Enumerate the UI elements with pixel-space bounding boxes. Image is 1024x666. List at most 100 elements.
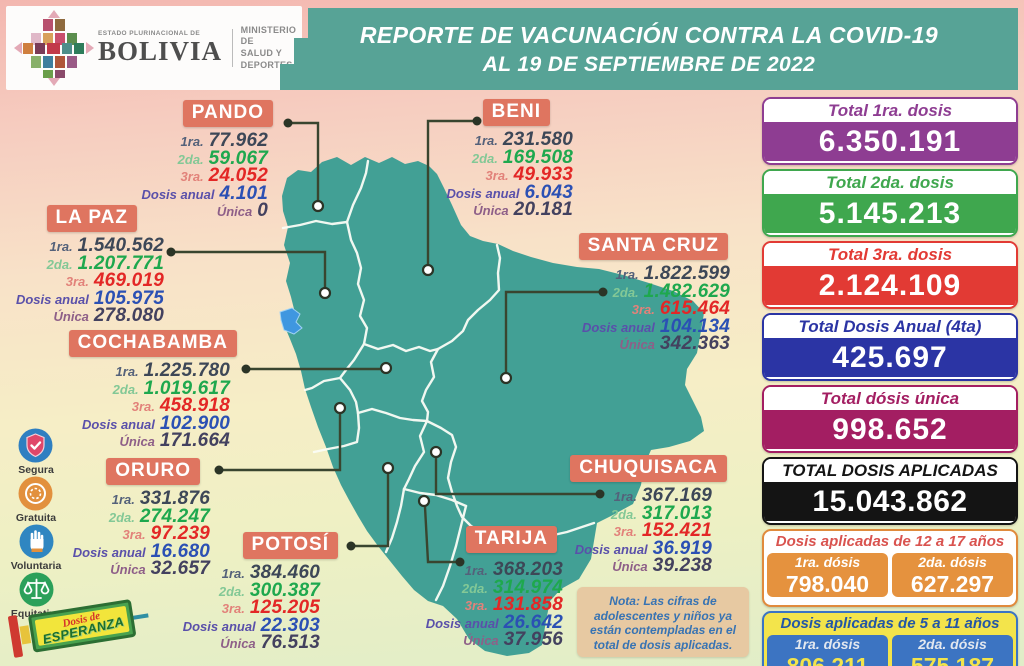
single-label: Única (110, 562, 146, 578)
dose1-label: 1ra. dósis (794, 636, 861, 652)
syringe-body: Dosis de ESPERANZA (27, 598, 137, 653)
dose1-value: 806.211 (786, 653, 869, 666)
dose-row: 2da. 274.247 (109, 506, 210, 527)
dose2-value: 300.387 (249, 579, 320, 601)
dose1-label: 1ra. (613, 489, 637, 504)
dose2-label: 2da. dósis (918, 554, 987, 570)
connector-tarija (423, 506, 460, 564)
balance-scales-icon (19, 572, 53, 607)
total-single-box: Total dósis única 998.652 (762, 385, 1018, 453)
dose-row: 1ra. 368.203 (465, 559, 563, 580)
header-logo-block: ESTADO PLURINACIONAL DE BOLIVIA MINISTER… (6, 6, 302, 90)
dose1-value: 384.460 (249, 562, 320, 583)
dose-row: Dosis anual 16.680 (72, 541, 210, 562)
dose-row: Dosis anual 4.101 (141, 183, 268, 204)
connector-lines (171, 119, 603, 564)
connector-potosi (351, 474, 390, 548)
annual-label: Dosis anual (15, 291, 89, 307)
dose-row: Única 32.657 (110, 558, 210, 579)
nota-label: Nota: (609, 594, 640, 608)
dose2-label: 2da. (471, 150, 498, 166)
dose-row: 3ra. 615.464 (631, 298, 730, 319)
dose-row: Dosis anual 102.900 (82, 413, 230, 434)
annual-value: 16.680 (150, 540, 210, 562)
dose1-label: 1ra. (115, 364, 139, 379)
map-dot-pando (311, 199, 325, 213)
dose2-value: 627.297 (910, 571, 995, 597)
dept-tarija: TARIJA 1ra. 368.203 2da. 314.974 3ra. 131.8… (353, 526, 563, 650)
dose3-label: 3ra. (221, 601, 245, 617)
annual-label: Dosis anual (425, 615, 499, 631)
annual-label: Dosis anual (446, 185, 520, 201)
dose3-label: 3ra. (131, 399, 155, 415)
dose3-value: 125.205 (249, 597, 320, 619)
connector-pando (288, 121, 320, 200)
dose1-label: 1ra. (180, 134, 204, 149)
syringe-label: Dosis de ESPERANZA (34, 605, 130, 647)
age-12-17-dose1-cell: 1ra. dósis 798.040 (767, 553, 888, 597)
dept-chuquisaca-label: CHUQUISACA (570, 455, 727, 482)
map-dots (311, 199, 513, 508)
dose2-value: 1.207.771 (77, 252, 164, 274)
raised-hand-icon (19, 524, 53, 559)
map-dot-beni (421, 263, 435, 277)
map-dot-cochabamba (379, 361, 393, 375)
dept-chuquisaca: CHUQUISACA 1ra. 367.169 2da. 317.013 3ra. 1… (502, 455, 727, 576)
total-dose2-value: 5.145.213 (764, 194, 1016, 233)
map-dot-tarija (417, 494, 431, 508)
dose2-label: 2da. (612, 284, 639, 300)
total-single-value: 998.652 (764, 410, 1016, 449)
annual-label: Dosis anual (72, 544, 146, 560)
dose-row: Única 20.181 (473, 199, 573, 220)
dept-cochabamba-label: COCHABAMBA (68, 330, 237, 357)
single-label: Única (119, 434, 155, 450)
total-single-title: Total dósis única (764, 387, 1016, 410)
dose2-label: 2da. dósis (918, 636, 987, 652)
logo-divider (232, 29, 233, 67)
connector-chuquisaca (434, 458, 600, 496)
annual-value: 36.919 (652, 537, 712, 559)
dose-row: 2da. 300.387 (219, 580, 320, 601)
age-5-11-box: Dosis aplicadas de 5 a 11 años 1ra. dósi… (762, 611, 1018, 666)
dept-la-paz: LA PAZ 1ra. 1.540.562 2da. 1.207.771 3ra. 4… (0, 205, 164, 326)
map-dot-oruro (333, 401, 347, 415)
dose2-label: 2da. (177, 151, 204, 167)
dose-row: 1ra. 1.540.562 (50, 235, 164, 256)
report-title-line2: AL 19 DE SEPTIEMBRE DE 2022 (482, 52, 816, 76)
dose3-label: 3ra. (464, 598, 488, 614)
single-label: Única (473, 203, 509, 219)
annual-label: Dosis anual (574, 541, 648, 557)
dept-santa-cruz: SANTA CRUZ 1ra. 1.822.599 2da. 1.482.629 3… (520, 233, 730, 354)
single-value: 171.664 (159, 430, 230, 452)
nota-text: Las cifras de adolescentes y niños ya es… (589, 594, 737, 652)
estado-label: ESTADO PLURINACIONAL DE (98, 29, 201, 37)
dose-row: 3ra. 152.421 (614, 520, 712, 541)
single-label: Única (612, 559, 648, 575)
dose2-value: 274.247 (139, 505, 210, 527)
total-applied-value: 15.043.862 (764, 482, 1016, 521)
dose-row: 1ra. 331.876 (112, 488, 210, 509)
single-value: 20.181 (513, 199, 573, 221)
total-dose3-box: Total 3ra. dosis 2.124.109 (762, 241, 1018, 309)
department-borders (281, 159, 596, 602)
dose-row: 3ra. 458.918 (131, 395, 230, 416)
age-5-11-title: Dosis aplicadas de 5 a 11 años (780, 615, 1000, 632)
dose3-label: 3ra. (631, 302, 655, 318)
dept-beni-label: BENI (482, 99, 550, 126)
dose3-value: 24.052 (208, 165, 268, 187)
single-value: 32.657 (150, 558, 210, 580)
total-dose3-title: Total 3ra. dosis (764, 243, 1016, 266)
connector-bullets (166, 116, 608, 567)
map-dot-potosi (381, 461, 395, 475)
shield-check-icon (18, 428, 53, 463)
dose1-value: 798.040 (785, 571, 870, 597)
dept-potosi-label: POTOSÍ (242, 532, 338, 559)
dose-row: 3ra. 469.019 (66, 270, 164, 291)
dose-row: 1ra. 231.580 (475, 129, 573, 150)
dose-row: Única 39.238 (612, 555, 712, 576)
dept-pando-label: PANDO (182, 100, 273, 127)
single-value: 37.956 (503, 629, 563, 651)
age-5-11-dose2-cell: 2da. dósis 575.187 (892, 635, 1013, 666)
dose-row: Dosis anual 6.043 (446, 182, 573, 203)
